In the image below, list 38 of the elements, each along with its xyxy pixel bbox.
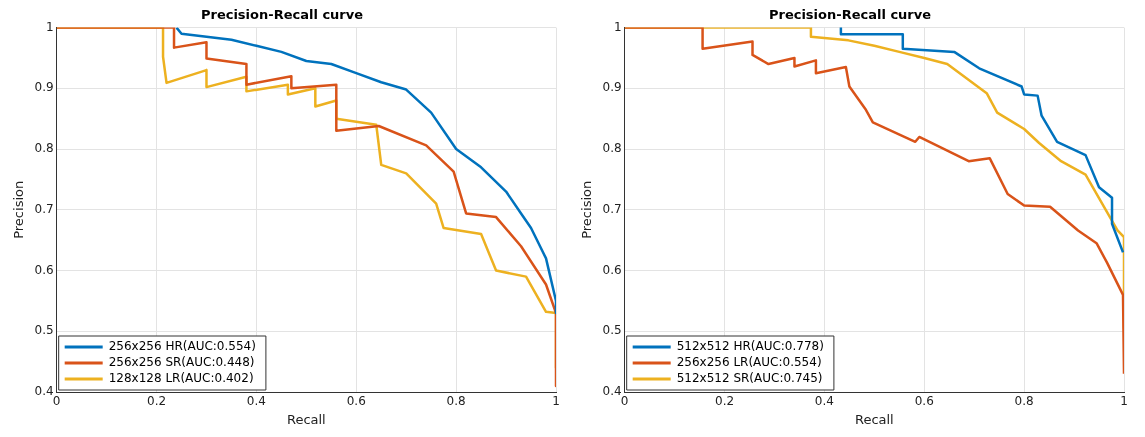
x-tick-label: 0 bbox=[52, 394, 61, 409]
chart-title: Precision-Recall curve bbox=[200, 7, 364, 23]
y-axis-title: Precision bbox=[11, 180, 27, 239]
legend-label: 128x128 LR(AUC:0.402) bbox=[108, 371, 254, 386]
x-tick-label: 1 bbox=[1120, 394, 1128, 409]
y-tick-label: 0.7 bbox=[34, 201, 54, 216]
chart-title: Precision-Recall curve bbox=[768, 7, 932, 23]
x-tick-label: 0.6 bbox=[914, 394, 934, 409]
y-tick-label: 0.7 bbox=[602, 201, 622, 216]
legend-label: 256x256 HR(AUC:0.554) bbox=[108, 339, 256, 354]
legend-label: 512x512 HR(AUC:0.778) bbox=[676, 339, 824, 354]
y-tick-label: 0.5 bbox=[34, 323, 54, 338]
y-tick-label: 1 bbox=[46, 19, 54, 34]
legend-label: 256x256 SR(AUC:0.448) bbox=[108, 355, 255, 370]
y-tick-label: 0.4 bbox=[34, 384, 54, 399]
y-axis-title: Precision bbox=[579, 180, 595, 239]
x-axis-title: Recall bbox=[854, 411, 894, 427]
y-tick-label: 0.6 bbox=[34, 262, 54, 277]
y-tick-label: 0.9 bbox=[602, 80, 622, 95]
x-tick-label: 1 bbox=[552, 394, 560, 409]
y-tick-label: 1 bbox=[614, 19, 622, 34]
x-tick-label: 0.4 bbox=[814, 394, 834, 409]
x-tick-label: 0.8 bbox=[446, 394, 466, 409]
y-tick-label: 0.8 bbox=[34, 141, 54, 156]
y-tick-label: 0.6 bbox=[602, 262, 622, 277]
x-axis-title: Recall bbox=[286, 411, 326, 427]
x-tick-label: 0.4 bbox=[246, 394, 266, 409]
legend-label: 256x256 LR(AUC:0.554) bbox=[676, 355, 822, 370]
x-tick-label: 0.2 bbox=[147, 394, 167, 409]
legend-label: 512x512 SR(AUC:0.745) bbox=[676, 371, 823, 386]
x-tick-label: 0.6 bbox=[346, 394, 366, 409]
x-tick-label: 0.2 bbox=[715, 394, 735, 409]
y-tick-label: 0.9 bbox=[34, 80, 54, 95]
x-tick-label: 0 bbox=[620, 394, 629, 409]
y-tick-label: 0.8 bbox=[602, 141, 622, 156]
y-tick-label: 0.5 bbox=[602, 323, 622, 338]
y-tick-label: 0.4 bbox=[602, 384, 622, 399]
x-tick-label: 0.8 bbox=[1014, 394, 1034, 409]
